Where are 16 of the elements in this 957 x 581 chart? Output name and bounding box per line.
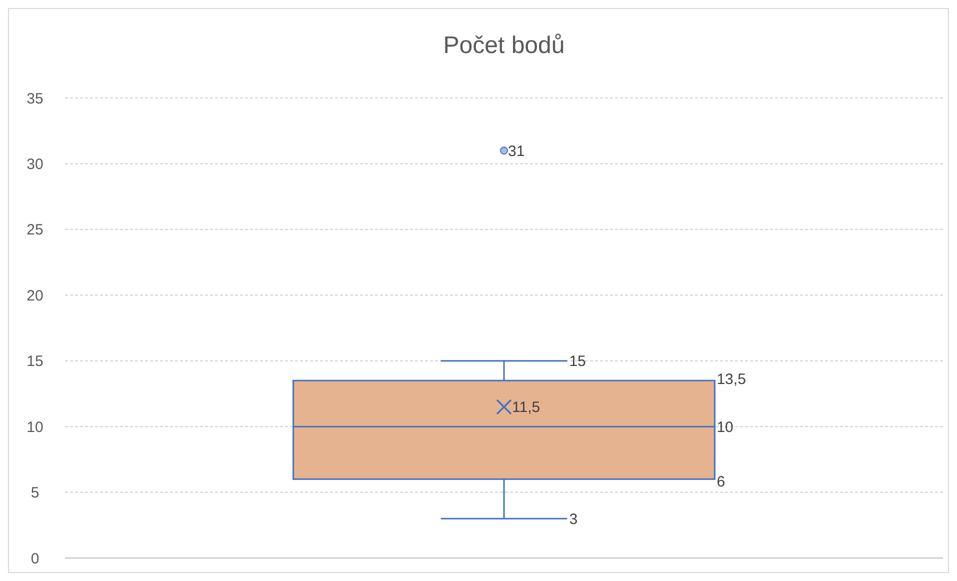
annotation: 31 [508, 142, 525, 160]
y-tick-label: 30 [26, 156, 44, 173]
annotation: 6 [716, 473, 726, 490]
y-tick-label: 15 [26, 353, 44, 370]
y-tick-label: 20 [26, 287, 44, 304]
y-tick-label: 5 [30, 484, 40, 502]
annotation: 11,5 [512, 399, 540, 416]
chart-title: Počet bodů [443, 32, 565, 59]
y-tick-label: 25 [26, 222, 44, 239]
annotation: 13,5 [716, 370, 746, 388]
annotation: 3 [569, 510, 578, 528]
y-tick-label: 0 [30, 550, 40, 568]
y-tick-label: 35 [26, 90, 44, 108]
y-tick-label: 10 [26, 418, 44, 436]
annotation: 10 [716, 418, 734, 436]
annotation: 15 [569, 353, 586, 370]
